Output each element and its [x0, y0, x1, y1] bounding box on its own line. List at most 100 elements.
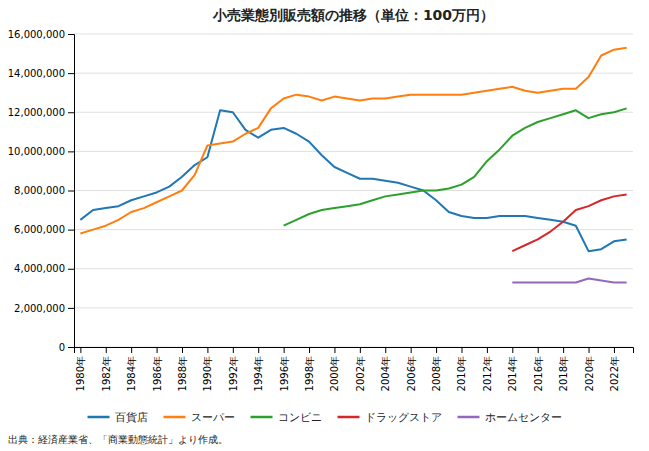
x-tick-label: 1986年 — [152, 356, 163, 391]
y-tick-label: 6,000,000 — [14, 224, 65, 235]
x-tick: 2010年 — [456, 347, 467, 391]
y-tick-mark — [68, 191, 74, 192]
x-tick: 2000年 — [329, 347, 340, 391]
legend-swatch — [458, 416, 480, 419]
y-tick: 16,000,000 — [8, 29, 74, 40]
x-tick-label: 2014年 — [507, 356, 518, 391]
y-tick-mark — [68, 230, 74, 231]
y-tick: 6,000,000 — [14, 224, 74, 235]
x-tick-mark — [80, 347, 81, 353]
grid-line — [74, 73, 633, 74]
y-tick-mark — [68, 308, 74, 309]
source-note: 出典：経済産業省、「商業動態統計」より作成。 — [8, 434, 228, 445]
x-tick: 1984年 — [126, 347, 137, 391]
series-line — [284, 108, 627, 225]
y-tick: 14,000,000 — [8, 68, 74, 79]
x-tick-mark — [589, 347, 590, 353]
plot-area — [80, 48, 626, 283]
y-tick-label: 8,000,000 — [14, 185, 65, 196]
grid — [74, 34, 633, 347]
x-tick: 2018年 — [558, 347, 569, 391]
y-axis: 0 2,000,000 4,000,000 6,000,000 8,000,000 10,… — [8, 29, 75, 353]
x-tick-mark — [334, 347, 335, 353]
x-tick-label: 1990年 — [202, 356, 213, 391]
x-tick-label: 2000年 — [329, 356, 340, 391]
x-tick: 2022年 — [609, 347, 620, 391]
x-tick-mark — [461, 347, 462, 353]
y-tick: 10,000,000 — [8, 146, 74, 157]
x-tick-label: 1994年 — [253, 356, 264, 391]
x-tick-mark — [487, 347, 488, 353]
grid-line — [74, 151, 633, 152]
chart-svg: 小売業態別販売額の推移（単位：100万円）1980年1982年1984年1986… — [0, 0, 649, 451]
y-tick-mark — [68, 269, 74, 270]
x-tick-mark — [385, 347, 386, 353]
x-tick: 2008年 — [431, 347, 442, 391]
legend-item: 百貨店 — [88, 411, 148, 424]
y-tick: 2,000,000 — [14, 303, 74, 314]
x-tick-label: 2022年 — [609, 356, 620, 391]
grid-line — [74, 112, 633, 113]
legend-item: コンビニ — [251, 411, 322, 424]
x-tick-mark — [436, 347, 437, 353]
y-tick-label: 0 — [59, 342, 65, 353]
x-tick: 2012年 — [482, 347, 493, 391]
x-tick: 1998年 — [304, 347, 315, 391]
x-tick: 1996年 — [279, 347, 290, 391]
x-tick: 1988年 — [177, 347, 188, 391]
x-tick-mark — [207, 347, 208, 353]
y-tick-label: 12,000,000 — [8, 107, 65, 118]
x-tick-label: 2008年 — [431, 356, 442, 391]
legend-item: スーパー — [164, 411, 235, 424]
x-tick-label: 1984年 — [126, 356, 137, 391]
x-tick-label: 1996年 — [279, 356, 290, 391]
y-tick-mark — [68, 112, 74, 113]
legend-label: スーパー — [191, 411, 235, 424]
x-tick-mark — [157, 347, 158, 353]
x-tick-mark — [411, 347, 412, 353]
series-line — [512, 194, 626, 251]
x-tick-label: 1992年 — [228, 356, 239, 391]
grid-line — [74, 307, 633, 308]
series-line — [512, 279, 626, 283]
legend-label: 百貨店 — [115, 411, 148, 424]
chart-container: 小売業態別販売額の推移（単位：100万円）1980年1982年1984年1986… — [0, 0, 649, 451]
x-tick-mark — [131, 347, 132, 353]
x-tick-mark — [538, 347, 539, 353]
x-tick: 2016年 — [533, 347, 544, 391]
x-tick-label: 2004年 — [380, 356, 391, 391]
y-axis-line — [68, 35, 75, 348]
legend-label: コンビニ — [278, 411, 322, 424]
x-tick-label: 1998年 — [304, 356, 315, 391]
x-tick-mark — [258, 347, 259, 353]
grid-line — [74, 268, 633, 269]
x-tick: 2006年 — [406, 347, 417, 391]
grid-line — [74, 229, 633, 230]
x-tick-label: 1982年 — [101, 356, 112, 391]
y-tick-mark — [68, 347, 74, 348]
x-axis: 1980年1982年1984年1986年1988年1990年1992年1994年… — [75, 347, 634, 391]
series-line — [80, 110, 626, 251]
series-line — [80, 48, 626, 234]
x-tick-mark — [360, 347, 361, 353]
x-tick-mark — [512, 347, 513, 353]
x-tick-mark — [563, 347, 564, 353]
x-tick: 2004年 — [380, 347, 391, 391]
x-tick-mark — [309, 347, 310, 353]
legend-swatch — [88, 416, 110, 419]
x-tick-mark — [233, 347, 234, 353]
x-tick-label: 1988年 — [177, 356, 188, 391]
x-tick-label: 2018年 — [558, 356, 569, 391]
legend-swatch — [338, 416, 360, 419]
y-tick: 12,000,000 — [8, 107, 74, 118]
x-axis-line — [75, 348, 634, 354]
grid-line — [74, 34, 633, 35]
y-tick-mark — [68, 151, 74, 152]
x-tick-label: 2016年 — [533, 356, 544, 391]
legend-label: ホームセンター — [485, 411, 562, 424]
x-tick-mark — [284, 347, 285, 353]
x-tick-mark — [182, 347, 183, 353]
x-tick: 1992年 — [228, 347, 239, 391]
y-tick-label: 4,000,000 — [14, 263, 65, 274]
legend-swatch — [164, 416, 186, 419]
